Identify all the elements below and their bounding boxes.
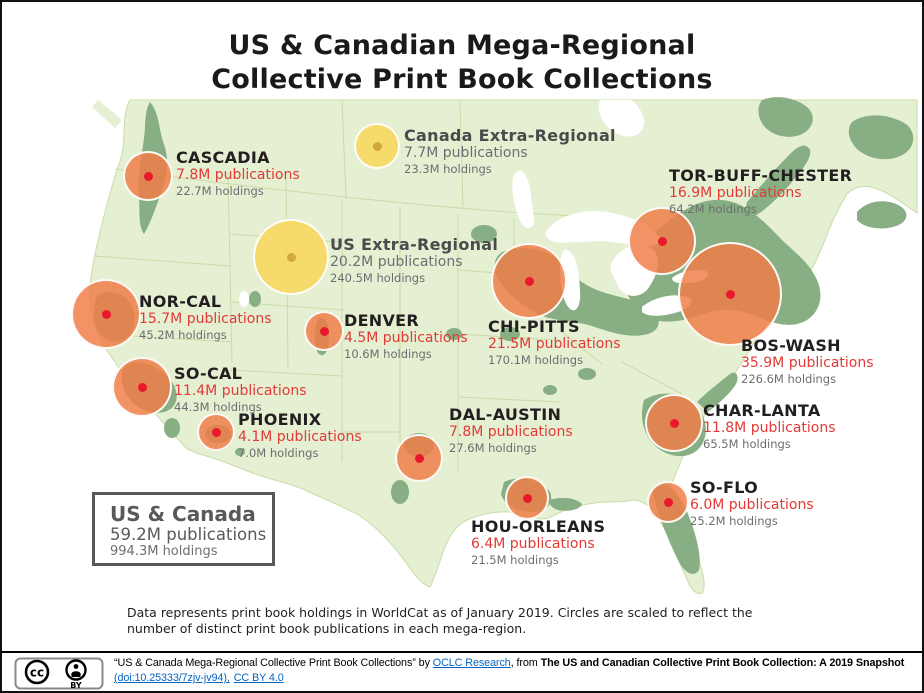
region-name-canada-extra-regional: Canada Extra-Regional bbox=[404, 126, 616, 145]
region-holdings-canada-extra-regional: 23.3M holdings bbox=[404, 161, 492, 176]
region-label-chi-pitts: CHI-PITTS 21.5M publications 170.1M holdin… bbox=[488, 318, 621, 366]
by-text: by bbox=[415, 657, 433, 669]
region-publications-phoenix: 4.1M publications bbox=[238, 428, 362, 445]
region-publications-char-lanta: 11.8M publications bbox=[703, 419, 836, 436]
cc-letters: cc bbox=[30, 666, 44, 680]
summary-holdings: 994.3M holdings bbox=[110, 544, 218, 559]
region-label-nor-cal: NOR-CAL 15.7M publications 45.2M holdings bbox=[139, 293, 272, 341]
region-label-dal-austin: DAL-AUSTIN 7.8M publications 27.6M holding… bbox=[449, 406, 573, 454]
page-title: US & Canadian Mega-Regional Collective P… bbox=[2, 29, 922, 97]
region-holdings-phoenix: 7.0M holdings bbox=[238, 445, 319, 460]
region-publications-chi-pitts: 21.5M publications bbox=[488, 335, 621, 352]
region-center-dot-phoenix bbox=[211, 427, 221, 437]
region-name-dal-austin: DAL-AUSTIN bbox=[449, 405, 562, 424]
region-label-denver: DENVER 4.5M publications 10.6M holdings bbox=[344, 312, 468, 360]
attribution-line1: “US & Canada Mega-Regional Collective Pr… bbox=[114, 656, 914, 671]
region-holdings-so-cal: 44.3M holdings bbox=[174, 399, 262, 414]
attribution-bar: cc BY “US & Canada Mega-Regional Collect… bbox=[2, 653, 922, 691]
region-publications-bos-wash: 35.9M publications bbox=[741, 354, 874, 371]
region-center-dot-dal-austin bbox=[414, 453, 424, 463]
doi-link[interactable]: (doi:10.25333/7zjv-jv94), bbox=[114, 672, 230, 684]
region-center-dot-chi-pitts bbox=[524, 276, 534, 286]
region-holdings-denver: 10.6M holdings bbox=[344, 346, 432, 361]
person-icon bbox=[65, 659, 87, 681]
cc-by-link[interactable]: CC BY 4.0 bbox=[233, 672, 284, 684]
by-letters: BY bbox=[70, 681, 82, 690]
region-holdings-nor-cal: 45.2M holdings bbox=[139, 327, 227, 342]
region-center-dot-nor-cal bbox=[101, 309, 111, 319]
attribution-line2: (doi:10.25333/7zjv-jv94), CC BY 4.0 bbox=[114, 671, 914, 686]
region-label-canada-extra-regional: Canada Extra-Regional 7.7M publications 23… bbox=[404, 127, 616, 175]
region-holdings-bos-wash: 226.6M holdings bbox=[741, 371, 837, 386]
region-holdings-us-extra-regional: 240.5M holdings bbox=[330, 270, 426, 285]
attribution-text: “US & Canada Mega-Regional Collective Pr… bbox=[114, 656, 914, 686]
region-name-hou-orleans: HOU-ORLEANS bbox=[471, 517, 606, 536]
region-name-char-lanta: CHAR-LANTA bbox=[703, 401, 821, 420]
region-holdings-hou-orleans: 21.5M holdings bbox=[471, 552, 559, 567]
region-name-chi-pitts: CHI-PITTS bbox=[488, 317, 580, 336]
region-holdings-dal-austin: 27.6M holdings bbox=[449, 440, 537, 455]
region-holdings-so-flo: 25.2M holdings bbox=[690, 513, 778, 528]
region-label-so-flo: SO-FLO 6.0M publications 25.2M holdings bbox=[690, 479, 814, 527]
region-center-dot-cascadia bbox=[143, 171, 153, 181]
page-title-line2: Collective Print Book Collections bbox=[211, 64, 713, 95]
region-center-dot-hou-orleans bbox=[522, 493, 532, 503]
work-title: “US & Canada Mega-Regional Collective Pr… bbox=[114, 657, 416, 669]
region-name-denver: DENVER bbox=[344, 311, 420, 330]
region-publications-cascadia: 7.8M publications bbox=[176, 166, 300, 183]
cc-circle-icon bbox=[24, 659, 50, 685]
region-holdings-chi-pitts: 170.1M holdings bbox=[488, 352, 584, 367]
region-name-tor-buff-chester: TOR-BUFF-CHESTER bbox=[669, 166, 853, 185]
region-label-us-extra-regional: US Extra-Regional 20.2M publications 240.5… bbox=[330, 236, 498, 284]
region-center-dot-denver bbox=[319, 326, 329, 336]
region-center-dot-bos-wash bbox=[725, 289, 735, 299]
region-circle-cascadia bbox=[123, 151, 173, 201]
region-publications-dal-austin: 7.8M publications bbox=[449, 423, 573, 440]
region-label-char-lanta: CHAR-LANTA 11.8M publications 65.5M holdin… bbox=[703, 402, 836, 450]
source-title: The US and Canadian Collective Print Boo… bbox=[540, 657, 905, 669]
region-label-tor-buff-chester: TOR-BUFF-CHESTER 16.9M publications 64.2M … bbox=[669, 167, 852, 215]
oclc-research-link[interactable]: OCLC Research bbox=[432, 657, 511, 669]
region-publications-denver: 4.5M publications bbox=[344, 329, 468, 346]
region-name-cascadia: CASCADIA bbox=[176, 148, 270, 167]
region-center-dot-tor-buff-chester bbox=[657, 236, 667, 246]
region-name-us-extra-regional: US Extra-Regional bbox=[330, 235, 499, 254]
region-label-bos-wash: BOS-WASH 35.9M publications 226.6M holding… bbox=[741, 337, 874, 385]
region-publications-so-cal: 11.4M publications bbox=[174, 382, 307, 399]
region-holdings-tor-buff-chester: 64.2M holdings bbox=[669, 201, 757, 216]
region-publications-nor-cal: 15.7M publications bbox=[139, 310, 272, 327]
footnote: Data represents print book holdings in W… bbox=[127, 605, 753, 636]
summary-title: US & Canada bbox=[110, 502, 256, 526]
region-name-bos-wash: BOS-WASH bbox=[741, 336, 841, 355]
region-publications-canada-extra-regional: 7.7M publications bbox=[404, 144, 528, 161]
region-publications-us-extra-regional: 20.2M publications bbox=[330, 253, 463, 270]
region-holdings-cascadia: 22.7M holdings bbox=[176, 183, 264, 198]
page-title-line1: US & Canadian Mega-Regional bbox=[228, 30, 696, 61]
region-center-dot-so-flo bbox=[663, 497, 673, 507]
summary-publications: 59.2M publications bbox=[110, 525, 267, 544]
region-publications-so-flo: 6.0M publications bbox=[690, 496, 814, 513]
region-label-phoenix: PHOENIX 4.1M publications 7.0M holdings bbox=[238, 411, 362, 459]
region-center-dot-canada-extra-regional bbox=[372, 141, 382, 151]
region-name-phoenix: PHOENIX bbox=[238, 410, 322, 429]
from-text: , from bbox=[510, 657, 541, 669]
region-name-so-flo: SO-FLO bbox=[690, 478, 759, 497]
attribution-separator bbox=[2, 651, 922, 653]
region-name-nor-cal: NOR-CAL bbox=[139, 292, 222, 311]
region-publications-tor-buff-chester: 16.9M publications bbox=[669, 184, 802, 201]
region-center-dot-us-extra-regional bbox=[286, 252, 296, 262]
region-publications-hou-orleans: 6.4M publications bbox=[471, 535, 595, 552]
region-center-dot-so-cal bbox=[137, 382, 147, 392]
region-center-dot-char-lanta bbox=[669, 418, 679, 428]
region-label-hou-orleans: HOU-ORLEANS 6.4M publications 21.5M holdin… bbox=[471, 518, 605, 566]
cc-by-badge[interactable]: cc BY bbox=[14, 657, 104, 690]
summary-box: US & Canada 59.2M publications 994.3M ho… bbox=[92, 492, 275, 566]
region-label-so-cal: SO-CAL 11.4M publications 44.3M holdings bbox=[174, 365, 307, 413]
region-holdings-char-lanta: 65.5M holdings bbox=[703, 436, 791, 451]
region-label-cascadia: CASCADIA 7.8M publications 22.7M holdings bbox=[176, 149, 300, 197]
region-name-so-cal: SO-CAL bbox=[174, 364, 243, 383]
